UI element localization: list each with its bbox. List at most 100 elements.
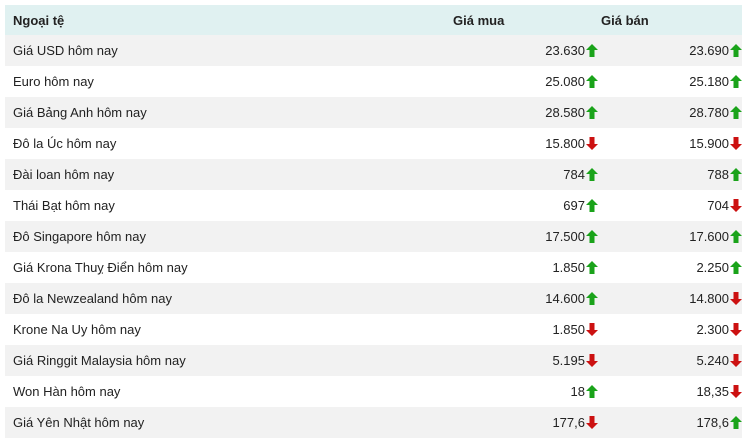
sell-value: 14.800 [689, 291, 729, 306]
arrow-up-icon [586, 44, 598, 57]
sell-value: 28.780 [689, 105, 729, 120]
arrow-down-icon [730, 323, 742, 336]
arrow-up-icon [586, 168, 598, 181]
arrow-down-icon [730, 137, 742, 150]
buy-price: 784 [448, 167, 598, 182]
sell-value: 18,35 [696, 384, 729, 399]
table-row: Giá Bảng Anh hôm nay 28.580 28.780 [5, 97, 742, 128]
currency-name: Krone Na Uy hôm nay [13, 322, 141, 337]
buy-value: 28.580 [545, 105, 585, 120]
sell-value: 25.180 [689, 74, 729, 89]
header-buy: Giá mua [453, 12, 505, 28]
arrow-up-icon [586, 261, 598, 274]
arrow-down-icon [730, 199, 742, 212]
currency-name: Won Hàn hôm nay [13, 384, 121, 399]
arrow-up-icon [730, 75, 742, 88]
exchange-rate-table: Ngoại tệ Giá mua Giá bán Giá USD hôm nay… [5, 5, 742, 438]
arrow-down-icon [730, 292, 742, 305]
buy-price: 697 [448, 198, 598, 213]
table-header: Ngoại tệ Giá mua Giá bán [5, 5, 742, 35]
buy-price: 5.195 [448, 353, 598, 368]
buy-value: 177,6 [552, 415, 585, 430]
table-row: Đô la Newzealand hôm nay 14.600 14.800 [5, 283, 742, 314]
sell-value: 2.250 [696, 260, 729, 275]
header-currency: Ngoại tệ [13, 12, 65, 28]
arrow-down-icon [730, 354, 742, 367]
buy-price: 25.080 [448, 74, 598, 89]
sell-price: 18,35 [598, 384, 742, 399]
currency-name: Giá Krona Thuỵ Điển hôm nay [13, 260, 188, 275]
buy-price: 28.580 [448, 105, 598, 120]
arrow-up-icon [586, 230, 598, 243]
buy-value: 697 [563, 198, 585, 213]
buy-value: 784 [563, 167, 585, 182]
buy-price: 23.630 [448, 43, 598, 58]
sell-price: 15.900 [598, 136, 742, 151]
table-row: Thái Bạt hôm nay 697 704 [5, 190, 742, 221]
arrow-down-icon [586, 354, 598, 367]
currency-name: Đài loan hôm nay [13, 167, 115, 182]
arrow-up-icon [730, 44, 742, 57]
sell-value: 23.690 [689, 43, 729, 58]
buy-value: 25.080 [545, 74, 585, 89]
buy-price: 1.850 [448, 322, 598, 337]
table-row: Giá Ringgit Malaysia hôm nay 5.195 5.240 [5, 345, 742, 376]
buy-price: 15.800 [448, 136, 598, 151]
sell-price: 788 [598, 167, 742, 182]
sell-price: 2.250 [598, 260, 742, 275]
header-sell: Giá bán [601, 12, 649, 28]
sell-value: 178,6 [696, 415, 729, 430]
buy-value: 14.600 [545, 291, 585, 306]
buy-value: 1.850 [552, 260, 585, 275]
currency-name: Giá Yên Nhật hôm nay [13, 415, 145, 430]
sell-value: 704 [707, 198, 729, 213]
sell-value: 5.240 [696, 353, 729, 368]
arrow-up-icon [730, 261, 742, 274]
currency-name: Giá USD hôm nay [13, 43, 118, 58]
table-row: Krone Na Uy hôm nay 1.850 2.300 [5, 314, 742, 345]
buy-price: 177,6 [448, 415, 598, 430]
sell-price: 17.600 [598, 229, 742, 244]
currency-name: Đô la Newzealand hôm nay [13, 291, 172, 306]
arrow-up-icon [586, 199, 598, 212]
table-row: Won Hàn hôm nay 18 18,35 [5, 376, 742, 407]
sell-price: 23.690 [598, 43, 742, 58]
arrow-up-icon [730, 106, 742, 119]
arrow-up-icon [730, 168, 742, 181]
buy-price: 18 [448, 384, 598, 399]
currency-name: Đô la Úc hôm nay [13, 136, 117, 151]
sell-price: 14.800 [598, 291, 742, 306]
currency-name: Thái Bạt hôm nay [13, 198, 115, 213]
sell-price: 178,6 [598, 415, 742, 430]
sell-price: 704 [598, 198, 742, 213]
sell-value: 788 [707, 167, 729, 182]
arrow-up-icon [586, 75, 598, 88]
buy-value: 15.800 [545, 136, 585, 151]
arrow-up-icon [586, 106, 598, 119]
buy-value: 18 [570, 384, 585, 399]
buy-value: 17.500 [545, 229, 585, 244]
buy-value: 5.195 [552, 353, 585, 368]
buy-price: 1.850 [448, 260, 598, 275]
arrow-up-icon [730, 230, 742, 243]
table-row: Euro hôm nay 25.080 25.180 [5, 66, 742, 97]
table-body: Giá USD hôm nay 23.630 23.690 Euro hôm na… [5, 35, 742, 438]
table-row: Đô la Úc hôm nay 15.800 15.900 [5, 128, 742, 159]
currency-name: Giá Ringgit Malaysia hôm nay [13, 353, 186, 368]
sell-price: 5.240 [598, 353, 742, 368]
arrow-up-icon [730, 416, 742, 429]
currency-name: Euro hôm nay [13, 74, 94, 89]
sell-value: 15.900 [689, 136, 729, 151]
arrow-down-icon [586, 323, 598, 336]
table-row: Giá Krona Thuỵ Điển hôm nay 1.850 2.250 [5, 252, 742, 283]
table-row: Giá USD hôm nay 23.630 23.690 [5, 35, 742, 66]
arrow-up-icon [586, 385, 598, 398]
sell-value: 17.600 [689, 229, 729, 244]
arrow-down-icon [586, 137, 598, 150]
buy-value: 1.850 [552, 322, 585, 337]
buy-price: 17.500 [448, 229, 598, 244]
table-row: Giá Yên Nhật hôm nay 177,6 178,6 [5, 407, 742, 438]
table-row: Đô Singapore hôm nay 17.500 17.600 [5, 221, 742, 252]
arrow-down-icon [586, 416, 598, 429]
buy-value: 23.630 [545, 43, 585, 58]
